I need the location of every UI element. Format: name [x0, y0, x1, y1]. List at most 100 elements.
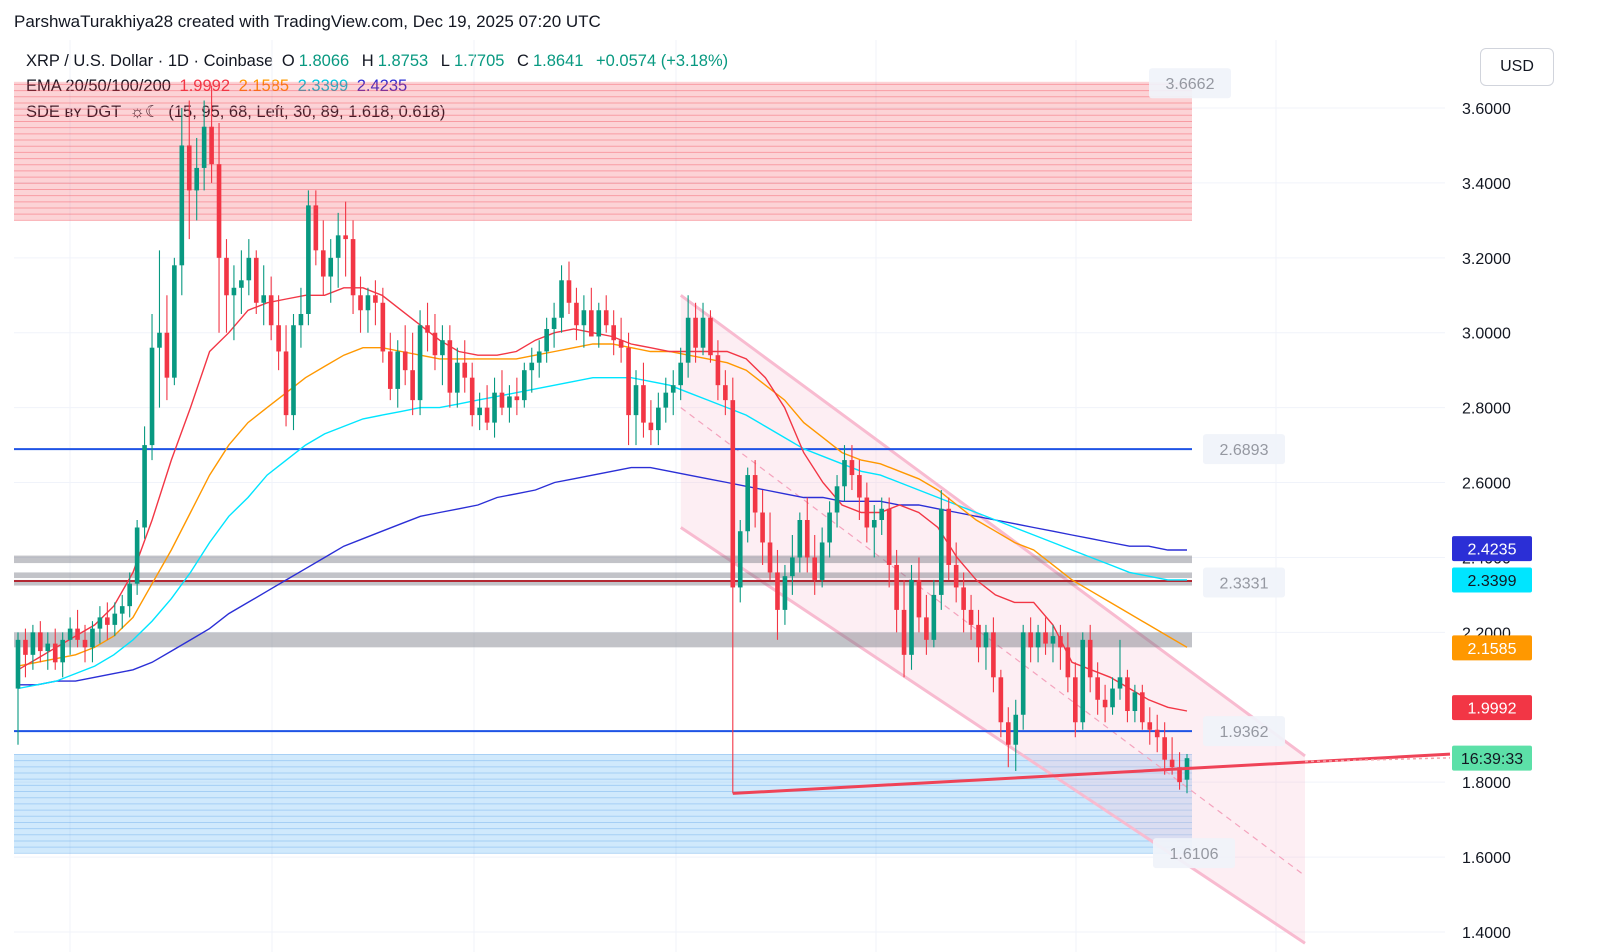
candle-body	[432, 332, 438, 356]
candle-body	[737, 531, 743, 588]
candle-body	[179, 145, 185, 266]
price-flag: 2.4235	[1452, 536, 1532, 562]
candle-body	[82, 639, 88, 648]
candle-body	[358, 295, 363, 311]
price-flag-text: 2.1585	[1468, 641, 1517, 658]
level-tag-text: 2.3331	[1220, 576, 1269, 593]
candle-body	[834, 486, 840, 513]
candle-body	[938, 508, 944, 595]
candle-body	[224, 257, 229, 296]
candle-body	[30, 632, 36, 655]
price-flag-text: 2.4235	[1468, 542, 1517, 559]
candle-body	[484, 407, 490, 423]
ema200-value: 2.4235	[357, 77, 407, 95]
candle-body	[119, 606, 125, 614]
price-flag-text: 16:39:33	[1461, 751, 1523, 768]
candle-body	[507, 396, 512, 408]
candle-body	[1162, 737, 1167, 760]
candle-body	[1035, 632, 1041, 648]
price-flag-text: 2.3399	[1468, 573, 1517, 590]
candle-body	[239, 280, 244, 288]
candle-body	[886, 508, 892, 565]
candle-body	[253, 257, 259, 303]
candle-body	[670, 385, 676, 393]
candle-body	[417, 325, 423, 401]
candle-body	[1073, 677, 1078, 723]
candle-body	[700, 317, 706, 348]
candle-body	[1132, 692, 1138, 712]
candle-body	[1117, 677, 1123, 689]
candle-body	[909, 579, 914, 655]
candle-body	[730, 400, 736, 588]
candle-body	[387, 351, 393, 389]
price-flag-bg	[1452, 745, 1532, 771]
symbol-name[interactable]: XRP / U.S. Dollar · 1D · Coinbase	[26, 52, 274, 70]
ohlc-high: H 1.8753	[361, 52, 429, 70]
level-tag-2-6893: 2.6893	[1203, 434, 1285, 465]
candle-body	[15, 639, 21, 689]
candle-body	[611, 325, 616, 341]
candle-body	[745, 475, 751, 532]
candle-body	[663, 392, 669, 408]
candle-body	[373, 295, 378, 303]
candle-body	[194, 167, 200, 191]
candle-body	[819, 542, 825, 580]
candle-body	[328, 257, 334, 277]
level-tag-text: 3.6662	[1166, 76, 1215, 93]
price-flag: 1.9992	[1452, 695, 1532, 721]
y-tick-label: 3.0000	[1462, 326, 1511, 343]
candle-body	[991, 632, 996, 678]
candle-body	[469, 377, 475, 416]
candle-body	[1110, 688, 1115, 708]
candle-body	[1028, 632, 1033, 648]
candle-body	[871, 520, 877, 528]
candle-body	[581, 310, 587, 326]
level-tag-bottom: 1.6106	[1153, 838, 1235, 869]
candle-body	[1065, 647, 1071, 678]
candle-body	[97, 617, 103, 629]
candle-body	[186, 145, 192, 191]
candle-body	[90, 628, 95, 648]
currency-selector[interactable]: USD	[1480, 48, 1554, 86]
candle-body	[693, 317, 698, 348]
candle-body	[440, 340, 445, 356]
candle-body	[782, 576, 788, 610]
candle-body	[536, 351, 542, 363]
candle-body	[641, 385, 646, 423]
candle-body	[514, 396, 520, 401]
level-tag-bg	[1203, 716, 1285, 747]
level-tag-mid: 2.3331	[1203, 567, 1285, 598]
ema-legend[interactable]: EMA 20/50/100/200 1.9992 2.1585 2.3399 2…	[26, 77, 411, 96]
candle-body	[112, 613, 118, 625]
candle-body	[827, 512, 832, 543]
candle-body	[849, 460, 855, 476]
ema50-line	[17, 343, 1188, 667]
candle-body	[298, 314, 304, 326]
candle-body	[708, 317, 713, 356]
candle-body	[544, 328, 549, 352]
candle-body	[246, 257, 252, 281]
candle-body	[983, 632, 989, 648]
candle-body	[410, 370, 415, 401]
ema100-line	[17, 377, 1187, 690]
level-tag-text: 2.6893	[1220, 442, 1269, 459]
candle-body	[1125, 677, 1130, 712]
y-tick-label: 1.6000	[1462, 850, 1511, 867]
candle-body	[395, 351, 401, 389]
level-tag-text: 1.6106	[1170, 846, 1219, 863]
candle-body	[380, 302, 386, 352]
candle-body	[477, 407, 482, 416]
chart-credit: ParshwaTurakhiya28 created with TradingV…	[14, 12, 601, 31]
price-flag-bg	[1452, 536, 1532, 562]
candle-body	[67, 628, 73, 640]
candle-body	[589, 310, 594, 337]
candle-body	[38, 632, 43, 652]
candle-body	[618, 340, 624, 348]
candle-body	[60, 639, 65, 663]
candle-body	[998, 677, 1004, 723]
candle-body	[306, 205, 311, 314]
level-tag-bg	[1149, 68, 1231, 99]
candle-body	[1005, 722, 1011, 745]
candle-body	[596, 310, 602, 337]
